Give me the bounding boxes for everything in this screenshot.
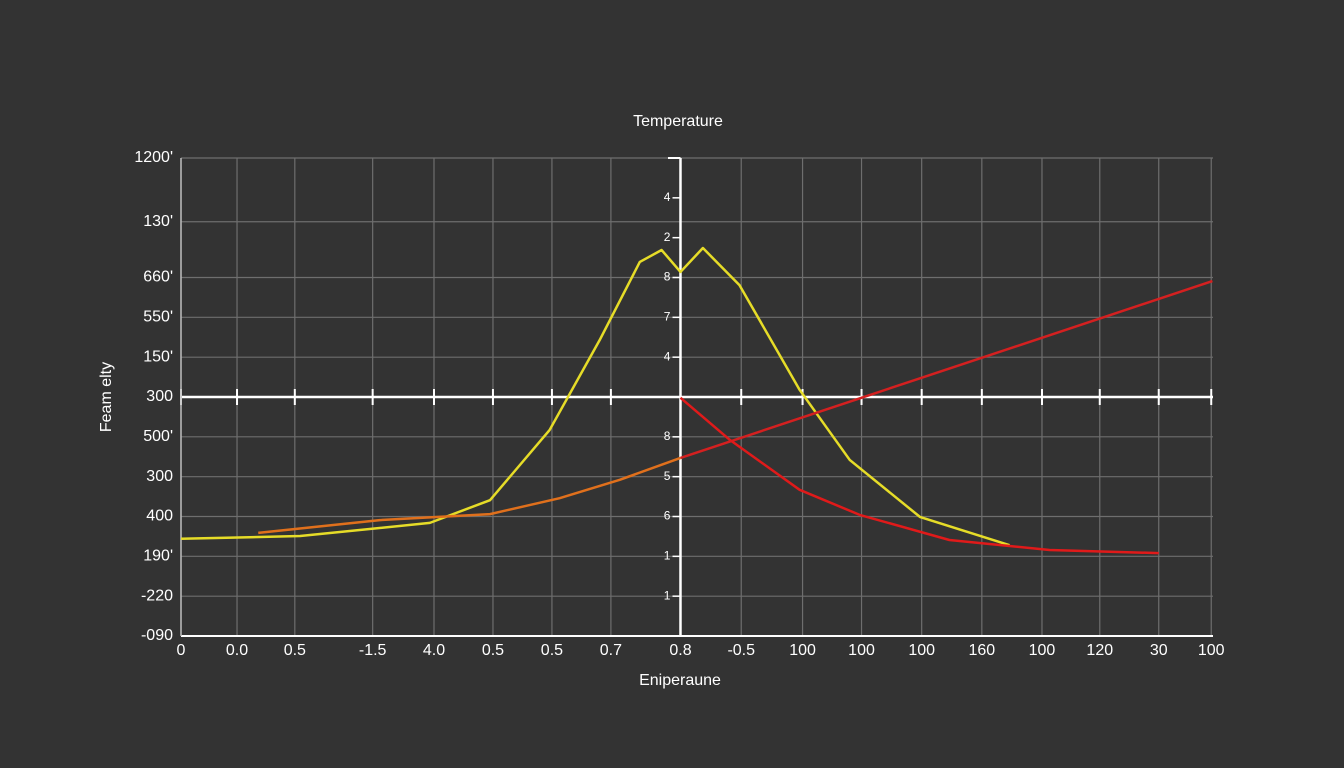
- y-tick-label: -090: [141, 627, 173, 644]
- y-axis-label: Feam elty: [98, 362, 115, 432]
- y-tick-label: 190': [143, 548, 173, 565]
- y-tick-label: 400: [146, 508, 173, 525]
- y-tick-label: -220: [141, 587, 173, 604]
- y-tick-label: 660': [143, 269, 173, 286]
- x-tick-label: 100: [848, 642, 875, 659]
- x-tick-label: -1.5: [359, 642, 387, 659]
- inner-tick-label: 1: [664, 549, 671, 563]
- x-tick-label: 0.0: [226, 642, 248, 659]
- x-tick-label: 100: [1029, 642, 1056, 659]
- x-tick-label: 0.5: [284, 642, 306, 659]
- x-tick-label: 0.7: [600, 642, 622, 659]
- x-tick-label: -0.5: [727, 642, 755, 659]
- series-line: [258, 456, 681, 535]
- x-tick-label: 100: [908, 642, 935, 659]
- inner-tick-label: 7: [664, 310, 671, 324]
- x-tick-label: 0.8: [669, 642, 691, 659]
- series-line: [679, 396, 1159, 555]
- x-tick-label: 120: [1086, 642, 1113, 659]
- y-tick-label: 1200': [134, 149, 173, 166]
- x-tick-label: 4.0: [423, 642, 445, 659]
- x-tick-label: 0: [177, 642, 186, 659]
- x-tick-label: 100: [1198, 642, 1225, 659]
- x-tick-label: 0.5: [482, 642, 504, 659]
- x-axis-label: Eniperaune: [639, 672, 721, 689]
- inner-tick-label: 4: [664, 190, 671, 204]
- x-tick-label: 100: [789, 642, 816, 659]
- inner-tick-label: 2: [664, 230, 671, 244]
- x-tick-label: 160: [968, 642, 995, 659]
- inner-tick-label: 1: [664, 588, 671, 602]
- y-tick-label: 300: [146, 388, 173, 405]
- inner-tick-label: 8: [664, 270, 671, 284]
- x-tick-label: 0.5: [541, 642, 563, 659]
- inner-tick-label: 5: [664, 469, 671, 483]
- y-tick-label: 150': [143, 348, 173, 365]
- inner-tick-label: 6: [664, 509, 671, 523]
- series-line: [680, 279, 1213, 460]
- y-tick-label: 500': [143, 428, 173, 445]
- chart-title: Temperature: [633, 113, 723, 130]
- y-tick-label: 130': [143, 213, 173, 230]
- y-tick-label: 300: [146, 468, 173, 485]
- x-tick-label: 30: [1150, 642, 1168, 659]
- inner-tick-label: 4: [664, 349, 671, 363]
- y-tick-label: 550': [143, 309, 173, 326]
- inner-tick-label: 8: [664, 429, 671, 443]
